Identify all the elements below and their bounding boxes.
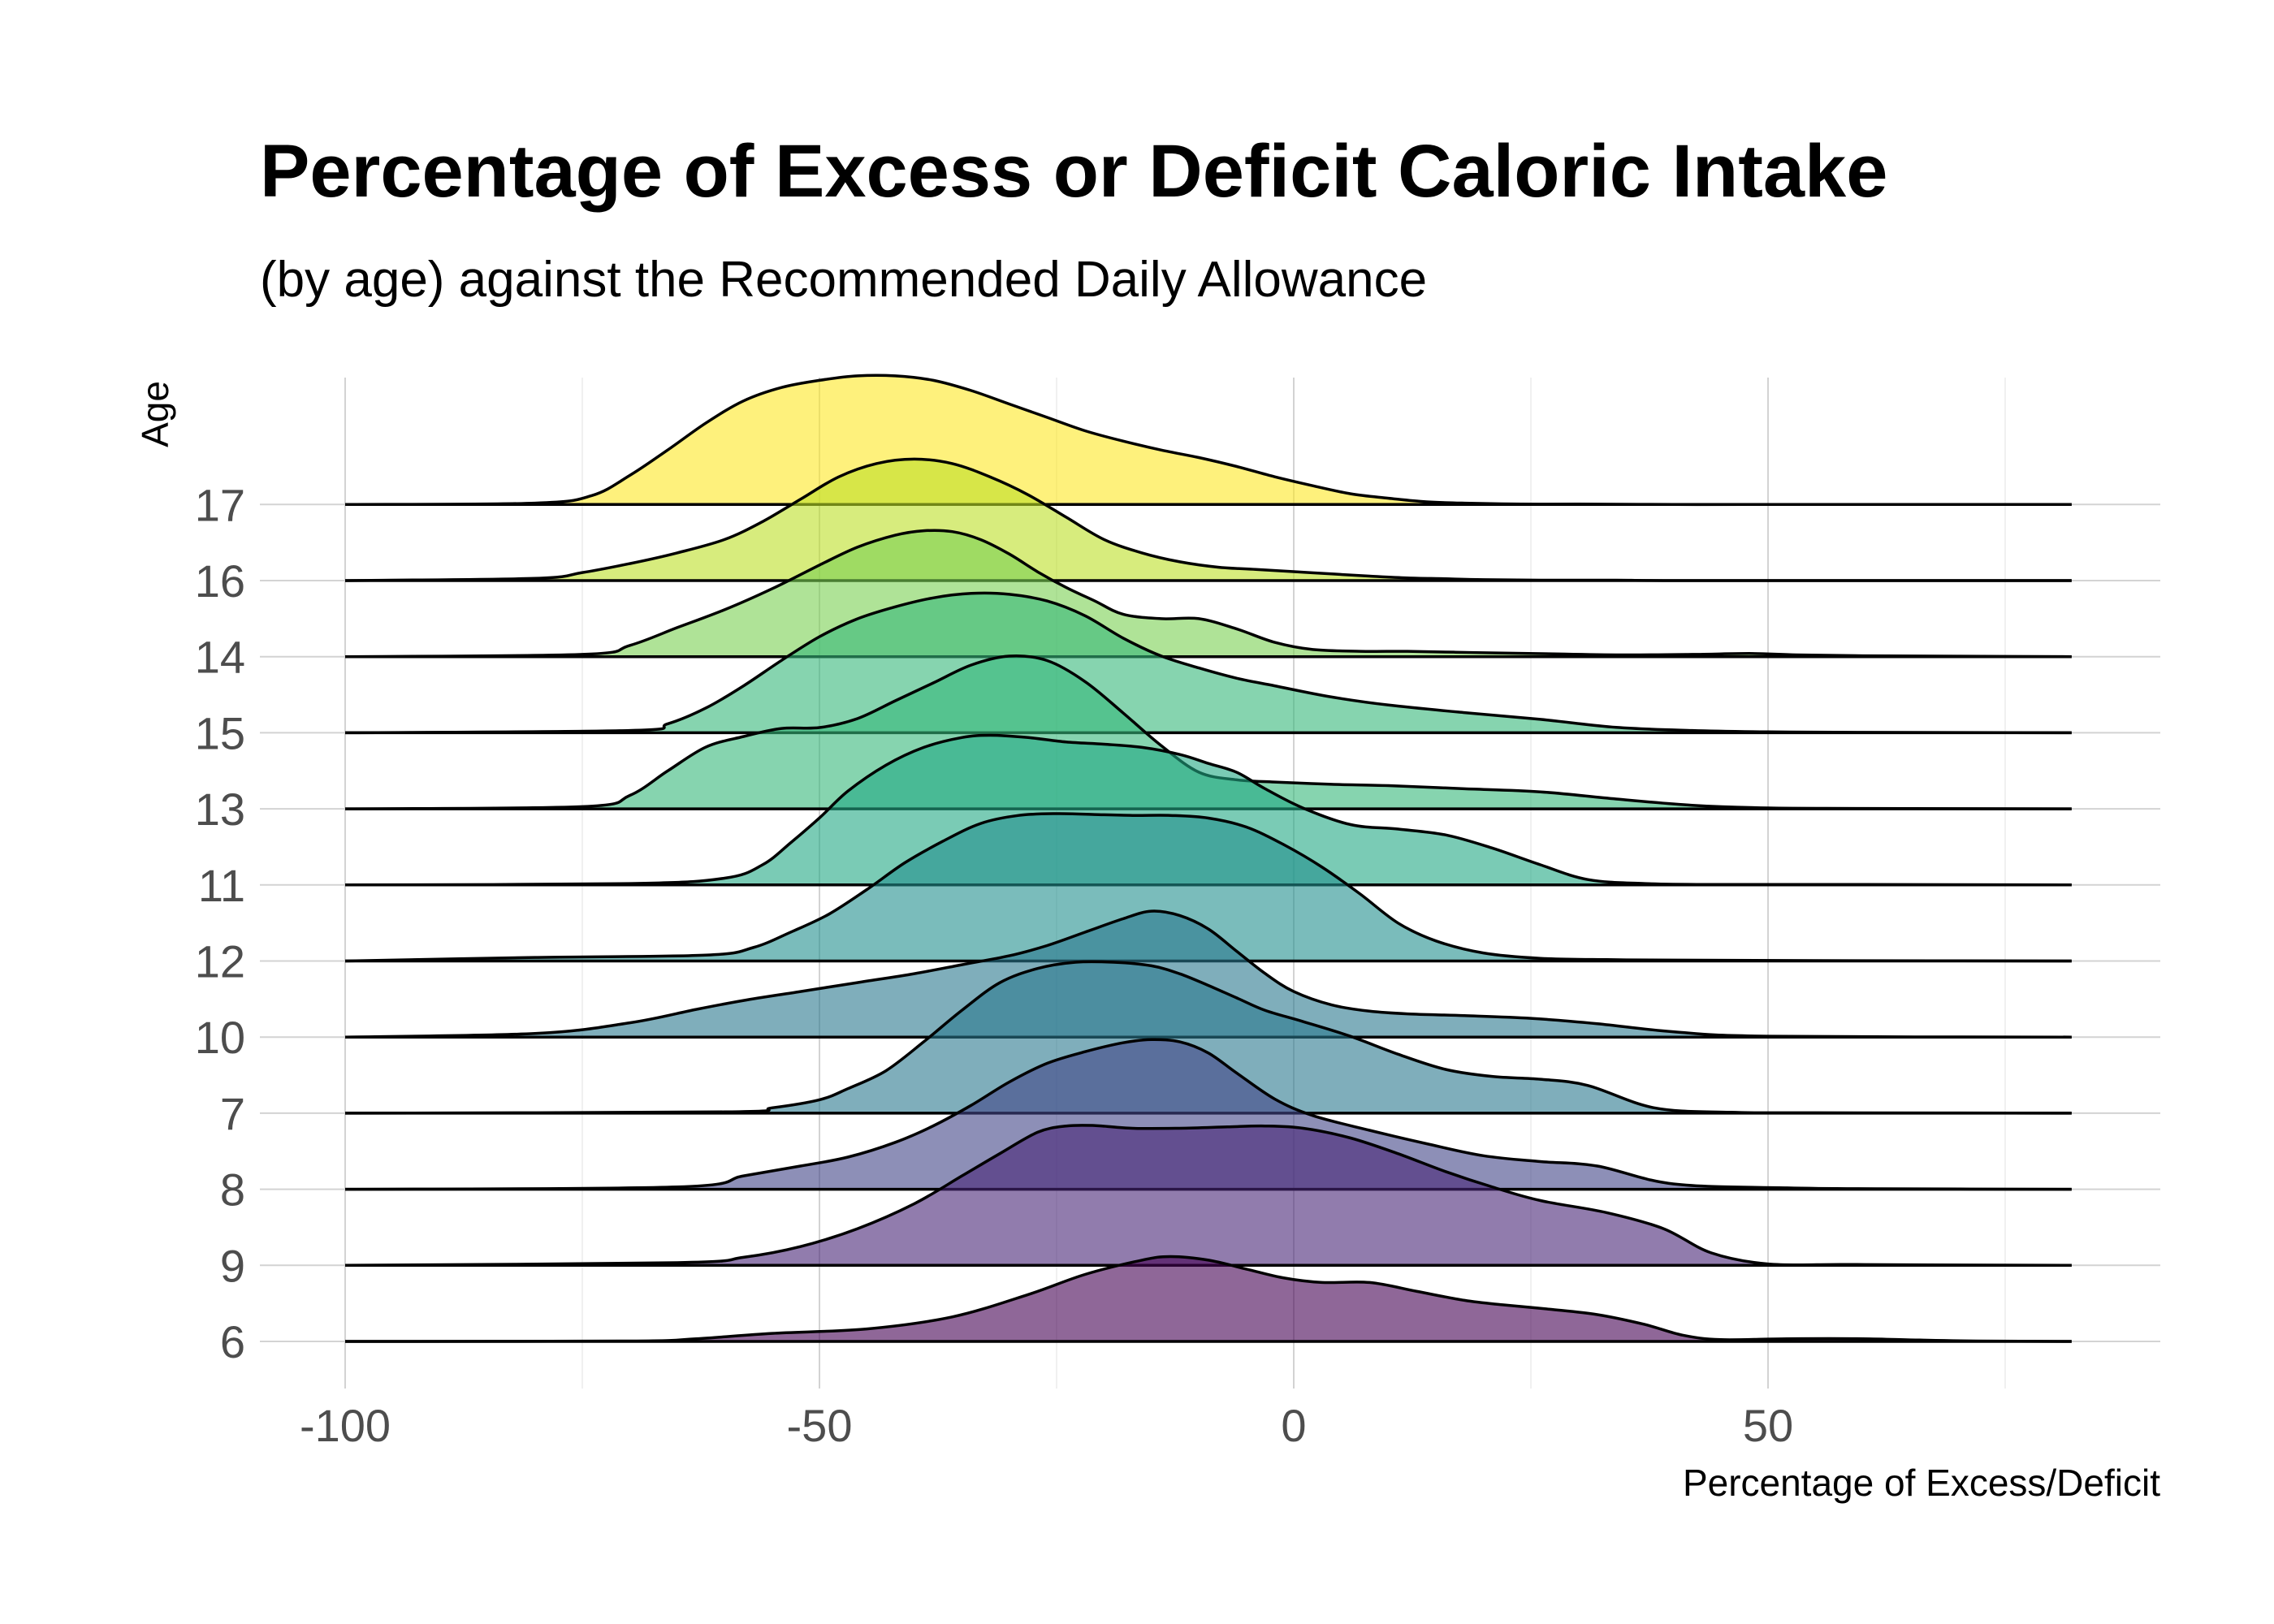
ridge-age-9 bbox=[344, 1123, 2072, 1268]
chart-title: Percentage of Excess or Deficit Caloric … bbox=[260, 130, 1887, 213]
ridge-age-15 bbox=[344, 591, 2072, 735]
ridge-fill-11 bbox=[345, 735, 2072, 885]
y-axis-title: Age bbox=[134, 381, 176, 447]
y-tick-label: 14 bbox=[195, 632, 245, 683]
ridge-fill-14 bbox=[345, 530, 2072, 657]
ridge-fill-9 bbox=[345, 1125, 2072, 1266]
x-axis-ticks: -100 -50 0 50 bbox=[300, 1400, 1793, 1451]
y-tick-label: 6 bbox=[220, 1316, 245, 1367]
ridge-fill-13 bbox=[345, 655, 2072, 810]
y-tick-label: 10 bbox=[195, 1012, 245, 1063]
ridge-fill-8 bbox=[345, 1039, 2072, 1190]
y-tick-label: 17 bbox=[195, 479, 245, 530]
ridge-age-14 bbox=[344, 529, 2072, 659]
y-tick-label: 13 bbox=[195, 784, 245, 835]
ridge-age-6 bbox=[344, 1255, 2072, 1343]
ridge-outline-8 bbox=[344, 1038, 2072, 1191]
ridge-outline-11 bbox=[344, 733, 2072, 887]
y-tick-label: 7 bbox=[220, 1088, 245, 1139]
y-tick-label: 8 bbox=[220, 1164, 245, 1216]
ridge-fill-16 bbox=[345, 459, 2072, 581]
y-tick-label: 16 bbox=[195, 555, 245, 607]
ridge-fill-12 bbox=[345, 813, 2072, 961]
y-tick-label: 11 bbox=[198, 860, 245, 911]
ridge-fill-6 bbox=[345, 1256, 2072, 1341]
y-axis-ticks: 17 16 14 15 13 11 12 10 7 8 9 6 bbox=[195, 479, 245, 1367]
ridge-fill-15 bbox=[345, 593, 2072, 733]
y-tick-label: 12 bbox=[195, 936, 245, 987]
ridge-outline-7 bbox=[344, 960, 2072, 1115]
ridge-outline-15 bbox=[344, 591, 2072, 735]
ridge-outline-9 bbox=[344, 1123, 2072, 1268]
ridge-fill-7 bbox=[345, 961, 2072, 1113]
ridge-outline-13 bbox=[344, 654, 2072, 810]
ridge-outline-14 bbox=[344, 529, 2072, 659]
x-tick-label: -50 bbox=[787, 1400, 853, 1451]
x-tick-label: 0 bbox=[1281, 1400, 1306, 1451]
ridge-outline-12 bbox=[344, 812, 2072, 963]
ridge-age-16 bbox=[344, 457, 2072, 582]
ridge-outline-6 bbox=[344, 1255, 2072, 1343]
chart-subtitle: (by age) against the Recommended Daily A… bbox=[260, 252, 1427, 308]
x-axis-title: Percentage of Excess/Deficit bbox=[1683, 1462, 2160, 1504]
y-tick-label: 9 bbox=[220, 1240, 245, 1291]
ridge-outline-10 bbox=[344, 909, 2072, 1039]
x-tick-label: 50 bbox=[1743, 1400, 1793, 1451]
x-tick-label: -100 bbox=[300, 1400, 391, 1451]
y-tick-label: 15 bbox=[195, 707, 245, 758]
ridge-fill-10 bbox=[345, 911, 2072, 1038]
ridge-fill-17 bbox=[345, 375, 2072, 505]
ridges bbox=[344, 374, 2072, 1343]
ridge-age-17 bbox=[344, 374, 2072, 507]
